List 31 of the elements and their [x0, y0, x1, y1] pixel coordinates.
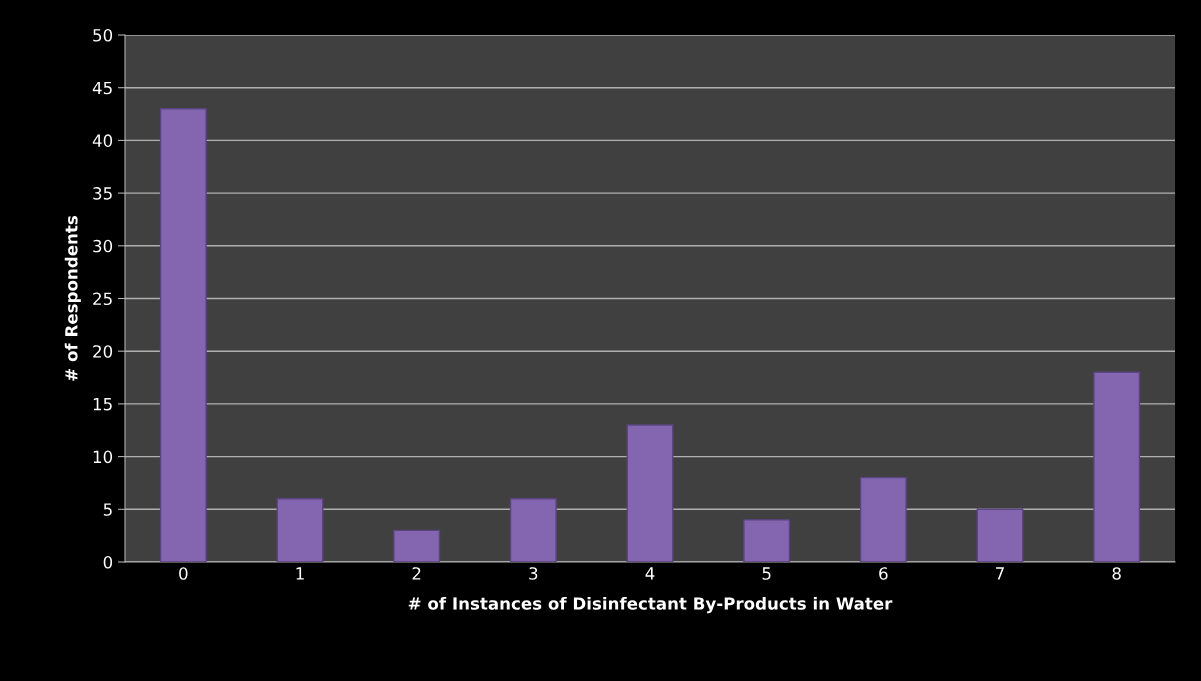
bar	[393, 529, 441, 562]
bar	[743, 519, 791, 562]
y-tick-label: 0	[103, 555, 113, 569]
y-tick-label: 10	[93, 450, 113, 464]
y-tick-label: 40	[92, 134, 113, 147]
x-tick-label: 0	[179, 567, 188, 580]
x-tick-label: 1	[296, 567, 304, 580]
x-tick-label: 3	[529, 567, 538, 580]
y-tick-label: 25	[93, 292, 112, 306]
bar	[276, 498, 324, 562]
x-tick-label: 7	[996, 567, 1004, 580]
y-tick-label: 45	[92, 81, 112, 95]
y-axis-title: # of Respondents	[64, 216, 81, 381]
x-axis-title: # of Instances of Disinfectant By-Products in Water	[408, 596, 893, 614]
x-tick-label: 2	[412, 567, 421, 580]
y-tick-label: 30	[93, 239, 113, 253]
x-tick-label: 5	[762, 567, 771, 580]
bar	[159, 108, 207, 562]
y-tick-label: 35	[93, 187, 112, 200]
bar	[1093, 371, 1141, 562]
y-tick-label: 5	[103, 503, 112, 516]
x-tick-label: 4	[645, 567, 655, 580]
bar	[976, 508, 1024, 562]
x-tick-label: 6	[879, 567, 888, 580]
y-tick-label: 15	[93, 398, 112, 411]
bar	[859, 476, 907, 562]
y-tick-label: 50	[93, 28, 113, 42]
bar	[626, 424, 674, 562]
x-tick-label: 8	[1112, 567, 1121, 580]
y-tick-label: 20	[93, 345, 113, 358]
bar	[509, 498, 557, 562]
